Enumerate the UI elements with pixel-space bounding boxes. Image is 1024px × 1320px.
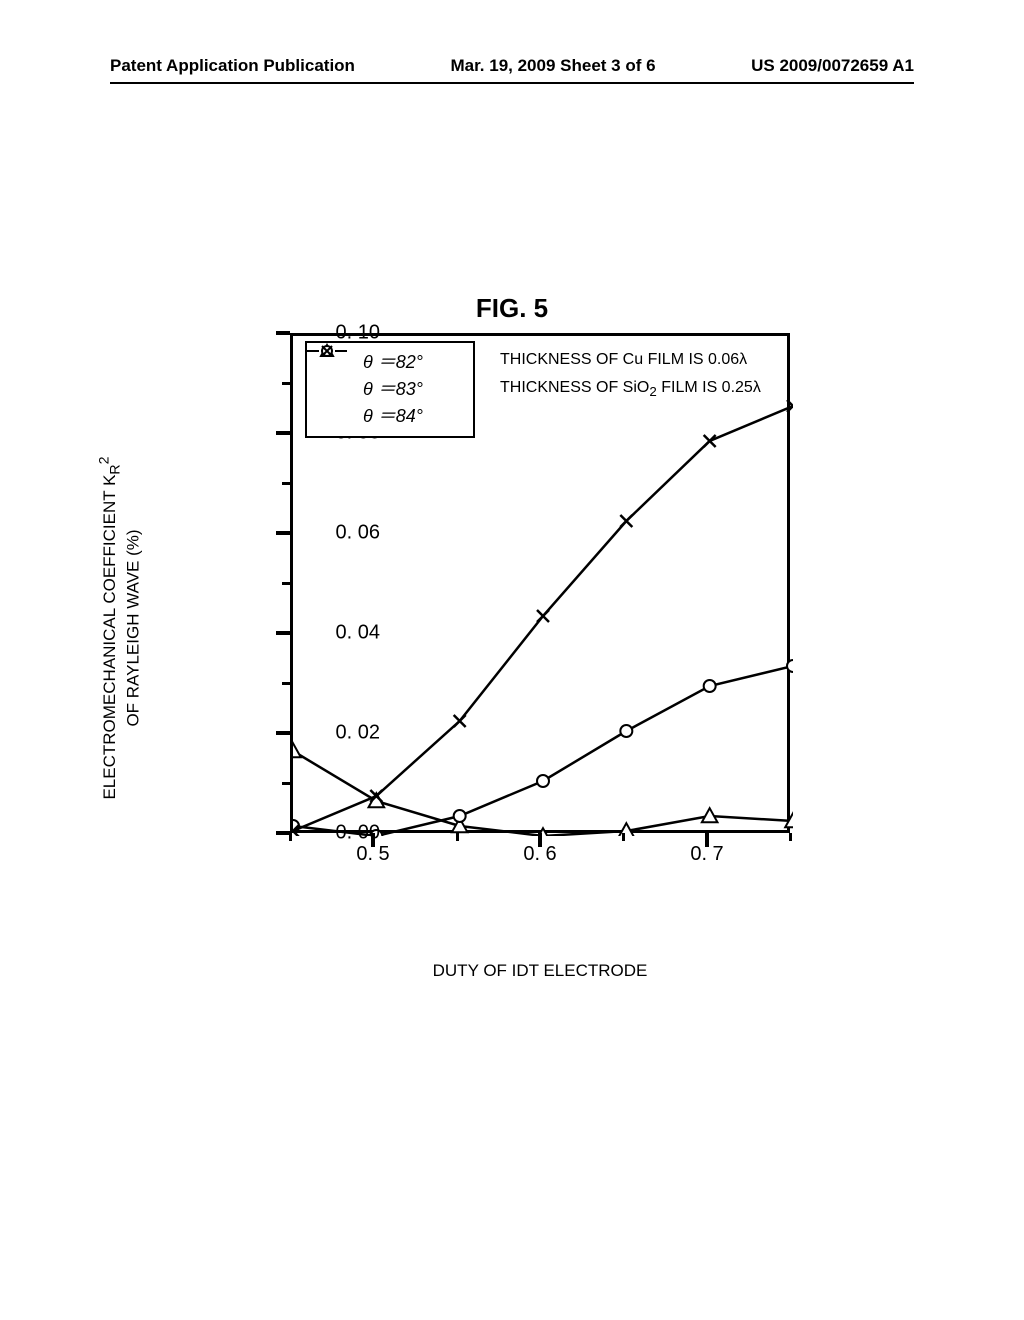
annotation-sio2-a: THICKNESS OF SiO: [500, 379, 649, 396]
legend-box: θ ＝82° θ ＝83° θ ＝84°: [305, 341, 475, 438]
y-axis-label-sup: 2: [96, 456, 112, 464]
legend-label: θ ＝83°: [363, 376, 423, 403]
figure-title: FIG. 5: [0, 293, 1024, 324]
annotation-sio2-b: FILM IS 0.25λ: [657, 379, 761, 396]
y-axis-label-line2: OF RAYLEIGH WAVE (%): [124, 529, 143, 726]
chart-area: ELECTROMECHANICAL COEFFICIENT KR2 OF RAY…: [160, 333, 890, 923]
y-tick-label: 0. 06: [336, 522, 380, 545]
y-axis-label-sub: R: [108, 464, 124, 474]
y-axis-label: ELECTROMECHANICAL COEFFICIENT KR2 OF RAY…: [96, 388, 143, 868]
header-rule: [110, 82, 914, 84]
y-tick-label: 0. 04: [336, 622, 380, 645]
y-axis-label-line1: ELECTROMECHANICAL COEFFICIENT K: [100, 475, 119, 800]
x-axis-label: DUTY OF IDT ELECTRODE: [433, 961, 648, 981]
legend-row-83: θ ＝83°: [317, 376, 463, 403]
header-right: US 2009/0072659 A1: [751, 56, 914, 76]
legend-row-84: θ ＝84°: [317, 403, 463, 430]
header-center: Mar. 19, 2009 Sheet 3 of 6: [451, 56, 656, 76]
header-left: Patent Application Publication: [110, 56, 355, 76]
legend-label: θ ＝84°: [363, 403, 423, 430]
legend-label: θ ＝82°: [363, 349, 423, 376]
y-tick-label: 0. 02: [336, 722, 380, 745]
annotation-cu: THICKNESS OF Cu FILM IS 0.06λ: [500, 351, 747, 369]
annotation-sio2: THICKNESS OF SiO2 FILM IS 0.25λ: [500, 379, 761, 399]
